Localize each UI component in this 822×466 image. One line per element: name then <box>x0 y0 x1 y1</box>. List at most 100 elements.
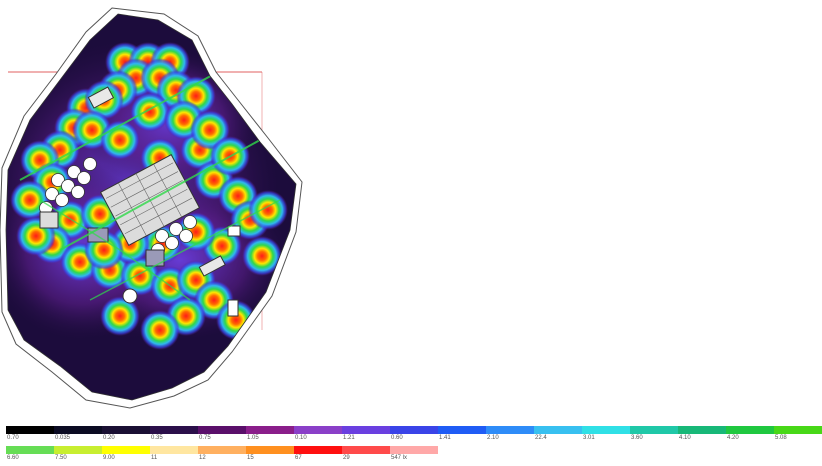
luminaire-hotspot <box>130 92 170 132</box>
legend-entry: 15 <box>246 446 294 466</box>
legend-entry: 5.08 <box>774 426 822 446</box>
storage-tank <box>61 179 75 193</box>
illuminance-legend: 0.70 0.035 0.20 0.35 0.75 1.05 0.10 1.21 0.60 1.4… <box>6 426 822 466</box>
storage-tank <box>155 229 169 243</box>
legend-label: 0.20 <box>103 435 115 441</box>
legend-label: 9.00 <box>103 455 115 461</box>
legend-swatch <box>198 426 246 434</box>
legend-entry: 1.41 <box>438 426 486 446</box>
legend-swatch <box>630 426 678 434</box>
storage-tank <box>45 187 59 201</box>
legend-label: 0.10 <box>295 435 307 441</box>
storage-tank <box>179 229 193 243</box>
legend-swatch <box>486 426 534 434</box>
legend-label: 0.035 <box>55 435 71 441</box>
legend-label: 0.75 <box>199 435 211 441</box>
legend-entry: 4.20 <box>726 426 774 446</box>
storage-tanks-west <box>39 157 97 215</box>
legend-label: 1.21 <box>343 435 355 441</box>
legend-label: 2.10 <box>487 435 499 441</box>
legend-label: 1.41 <box>439 435 451 441</box>
legend-entry: 3.01 <box>582 426 630 446</box>
legend-entry: 6.60 <box>6 446 54 466</box>
legend-entry: 29 <box>342 446 390 466</box>
legend-swatch <box>294 426 342 434</box>
storage-tank <box>83 157 97 171</box>
legend-entry: 0.20 <box>102 426 150 446</box>
legend-entry: 547 lx <box>390 446 438 466</box>
legend-swatch <box>438 426 486 434</box>
legend-swatch <box>54 446 102 454</box>
legend-label: 5.08 <box>775 435 787 441</box>
legend-label: 3.01 <box>583 435 595 441</box>
storage-tank <box>71 185 85 199</box>
storage-tank <box>165 236 179 250</box>
luminaire-hotspot <box>140 310 180 350</box>
legend-swatch <box>726 426 774 434</box>
site-structures <box>19 59 281 317</box>
legend-entry: 22.4 <box>534 426 582 446</box>
legend-entry: 3.60 <box>630 426 678 446</box>
legend-label: 12 <box>199 455 206 461</box>
legend-swatch <box>390 446 438 454</box>
storage-tank <box>183 215 197 229</box>
legend-label: 0.60 <box>391 435 403 441</box>
legend-label: 4.20 <box>727 435 739 441</box>
legend-entry: 12 <box>198 446 246 466</box>
legend-label: 7.50 <box>55 455 67 461</box>
storage-tank <box>51 173 65 187</box>
storage-tank <box>77 171 91 185</box>
storage-tank <box>169 222 183 236</box>
illuminance-map-viewport[interactable] <box>0 0 822 420</box>
luminaire-hotspot <box>248 190 288 230</box>
legend-swatch <box>102 446 150 454</box>
legend-swatch <box>342 426 390 434</box>
legend-swatch <box>6 426 54 434</box>
legend-swatch <box>534 426 582 434</box>
legend-label: 1.05 <box>247 435 259 441</box>
legend-swatch <box>54 426 102 434</box>
legend-label: 0.70 <box>7 435 19 441</box>
legend-entry: 0.75 <box>198 426 246 446</box>
legend-entry: 9.00 <box>102 446 150 466</box>
legend-swatch <box>246 446 294 454</box>
legend-entry: 2.10 <box>486 426 534 446</box>
legend-entry: 0.035 <box>54 426 102 446</box>
legend-swatch <box>102 426 150 434</box>
legend-swatch <box>246 426 294 434</box>
legend-entry: 0.35 <box>150 426 198 446</box>
legend-swatch <box>390 426 438 434</box>
legend-label: 547 lx <box>391 455 408 461</box>
legend-entry: 1.21 <box>342 426 390 446</box>
legend-entry: 1.05 <box>246 426 294 446</box>
legend-entry: 7.50 <box>54 446 102 466</box>
legend-label: 3.60 <box>631 435 643 441</box>
legend-swatch <box>342 446 390 454</box>
legend-label: 4.10 <box>679 435 691 441</box>
legend-row: 6.60 7.50 9.00 11 12 15 67 29 547 lx <box>6 446 822 466</box>
luminaire-hotspot <box>242 236 282 276</box>
legend-label: 11 <box>151 455 158 461</box>
legend-row: 0.70 0.035 0.20 0.35 0.75 1.05 0.10 1.21 0.60 1.4… <box>6 426 822 446</box>
legend-swatch <box>294 446 342 454</box>
legend-swatch <box>6 446 54 454</box>
legend-swatch <box>150 426 198 434</box>
illuminance-map[interactable] <box>0 0 822 420</box>
legend-swatch <box>582 426 630 434</box>
legend-swatch <box>678 426 726 434</box>
legend-label: 22.4 <box>535 435 547 441</box>
legend-entry: 11 <box>150 446 198 466</box>
storage-tank <box>55 193 69 207</box>
legend-entry: 0.60 <box>390 426 438 446</box>
site-inner-boundary <box>5 13 297 401</box>
legend-label: 67 <box>295 455 302 461</box>
legend-label: 0.35 <box>151 435 163 441</box>
legend-label: 29 <box>343 455 350 461</box>
storage-tank <box>67 165 81 179</box>
legend-entry: 4.10 <box>678 426 726 446</box>
legend-label: 6.60 <box>7 455 19 461</box>
luminaire-hotspot <box>100 296 140 336</box>
legend-swatch <box>150 446 198 454</box>
legend-swatch <box>774 426 822 434</box>
legend-entry: 0.70 <box>6 426 54 446</box>
